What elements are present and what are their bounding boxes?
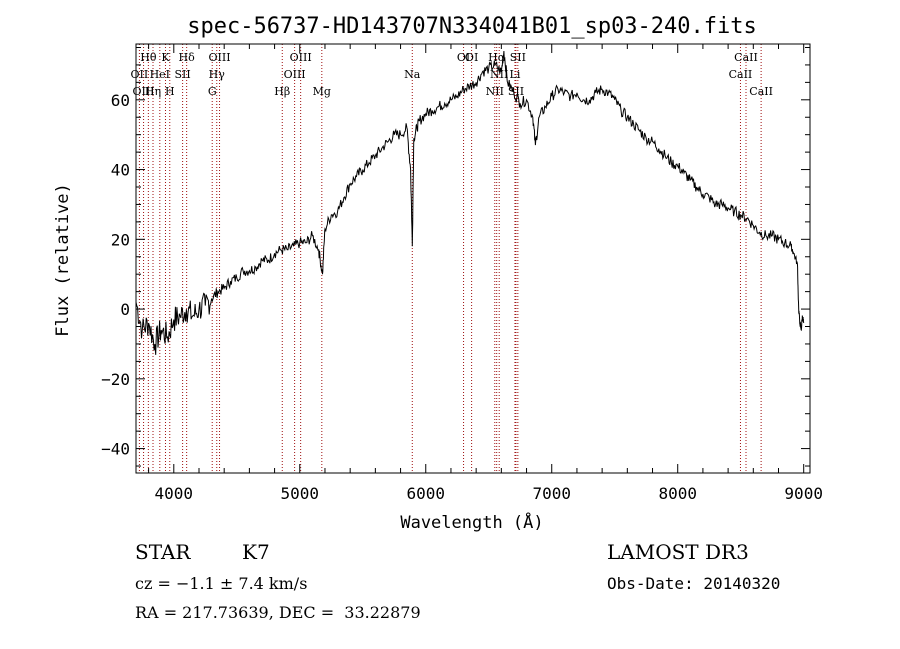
chart-title: spec-56737-HD143707N334041B01_sp03-240.f… — [187, 14, 757, 39]
x-tick-label: 9000 — [784, 484, 823, 503]
y-tick-label: 40 — [111, 161, 130, 180]
x-tick-label: 7000 — [532, 484, 571, 503]
line-marker-label-16: Na — [404, 68, 421, 81]
line-marker-label-12: Hβ — [274, 85, 290, 98]
line-marker-label-2: OIII — [133, 85, 155, 98]
line-markers — [138, 44, 762, 473]
redshift-readout: cz = −1.1 ± 7.4 km/s — [135, 574, 308, 593]
line-marker-label-11: G — [208, 85, 217, 98]
survey-name: LAMOST DR3 — [607, 540, 749, 564]
spectrum-line — [135, 50, 805, 355]
y-tick-label: −20 — [101, 370, 130, 389]
line-marker-label-21: NII — [490, 68, 508, 81]
y-tick-label: 20 — [111, 230, 130, 249]
line-marker-label-15: Mg — [313, 85, 331, 98]
line-marker-label-13: OIII — [284, 68, 306, 81]
line-marker-label-25: CaII — [729, 68, 753, 81]
line-marker-label-3: Hη — [145, 85, 161, 98]
line-marker-label-23: SII — [510, 51, 526, 64]
line-marker-label-4: HeI — [150, 68, 170, 81]
line-marker-label-18: OI — [465, 51, 478, 64]
plot-frame — [135, 43, 811, 474]
line-marker-label-5: K — [161, 51, 170, 64]
line-marker-label-20: Hα — [488, 51, 506, 64]
x-axis-ticks: 4000 5000 6000 7000 8000 9000 — [148, 44, 823, 503]
x-tick-label: 4000 — [155, 484, 194, 503]
line-marker-label-1: OII — [131, 68, 149, 81]
line-marker-label-17: OI — [457, 51, 470, 64]
y-tick-label: 60 — [111, 91, 130, 110]
line-marker-label-9: OIII — [208, 51, 230, 64]
observation-date: Obs-Date: 20140320 — [607, 574, 781, 593]
line-marker-label-8: Hδ — [179, 51, 196, 64]
line-marker-label-24: Li — [510, 68, 521, 81]
line-marker-label-7: SII — [174, 68, 190, 81]
coordinates-readout: RA = 217.73639, DEC = 33.22879 — [135, 603, 421, 622]
line-marker-label-6: H — [165, 85, 175, 98]
line-marker-label-14: OIII — [290, 51, 312, 64]
y-axis-ticks: −40 −20 0 20 40 60 — [101, 46, 810, 467]
object-subclass: K7 — [242, 540, 270, 564]
x-tick-label: 6000 — [406, 484, 445, 503]
x-tick-label: 5000 — [281, 484, 320, 503]
x-tick-label: 8000 — [658, 484, 697, 503]
object-class: STAR — [135, 540, 191, 564]
line-marker-label-19: NII — [486, 85, 504, 98]
line-marker-label-10: Hγ — [209, 68, 226, 81]
y-tick-label: −40 — [101, 440, 130, 459]
line-marker-label-27: CaII — [749, 85, 773, 98]
line-marker-label-26: CaII — [734, 51, 758, 64]
x-axis-label: Wavelength (Å) — [400, 511, 543, 533]
line-marker-label-0: Hθ — [140, 51, 157, 64]
y-axis-label: Flux (relative) — [53, 183, 73, 337]
y-tick-label: 0 — [120, 300, 130, 319]
